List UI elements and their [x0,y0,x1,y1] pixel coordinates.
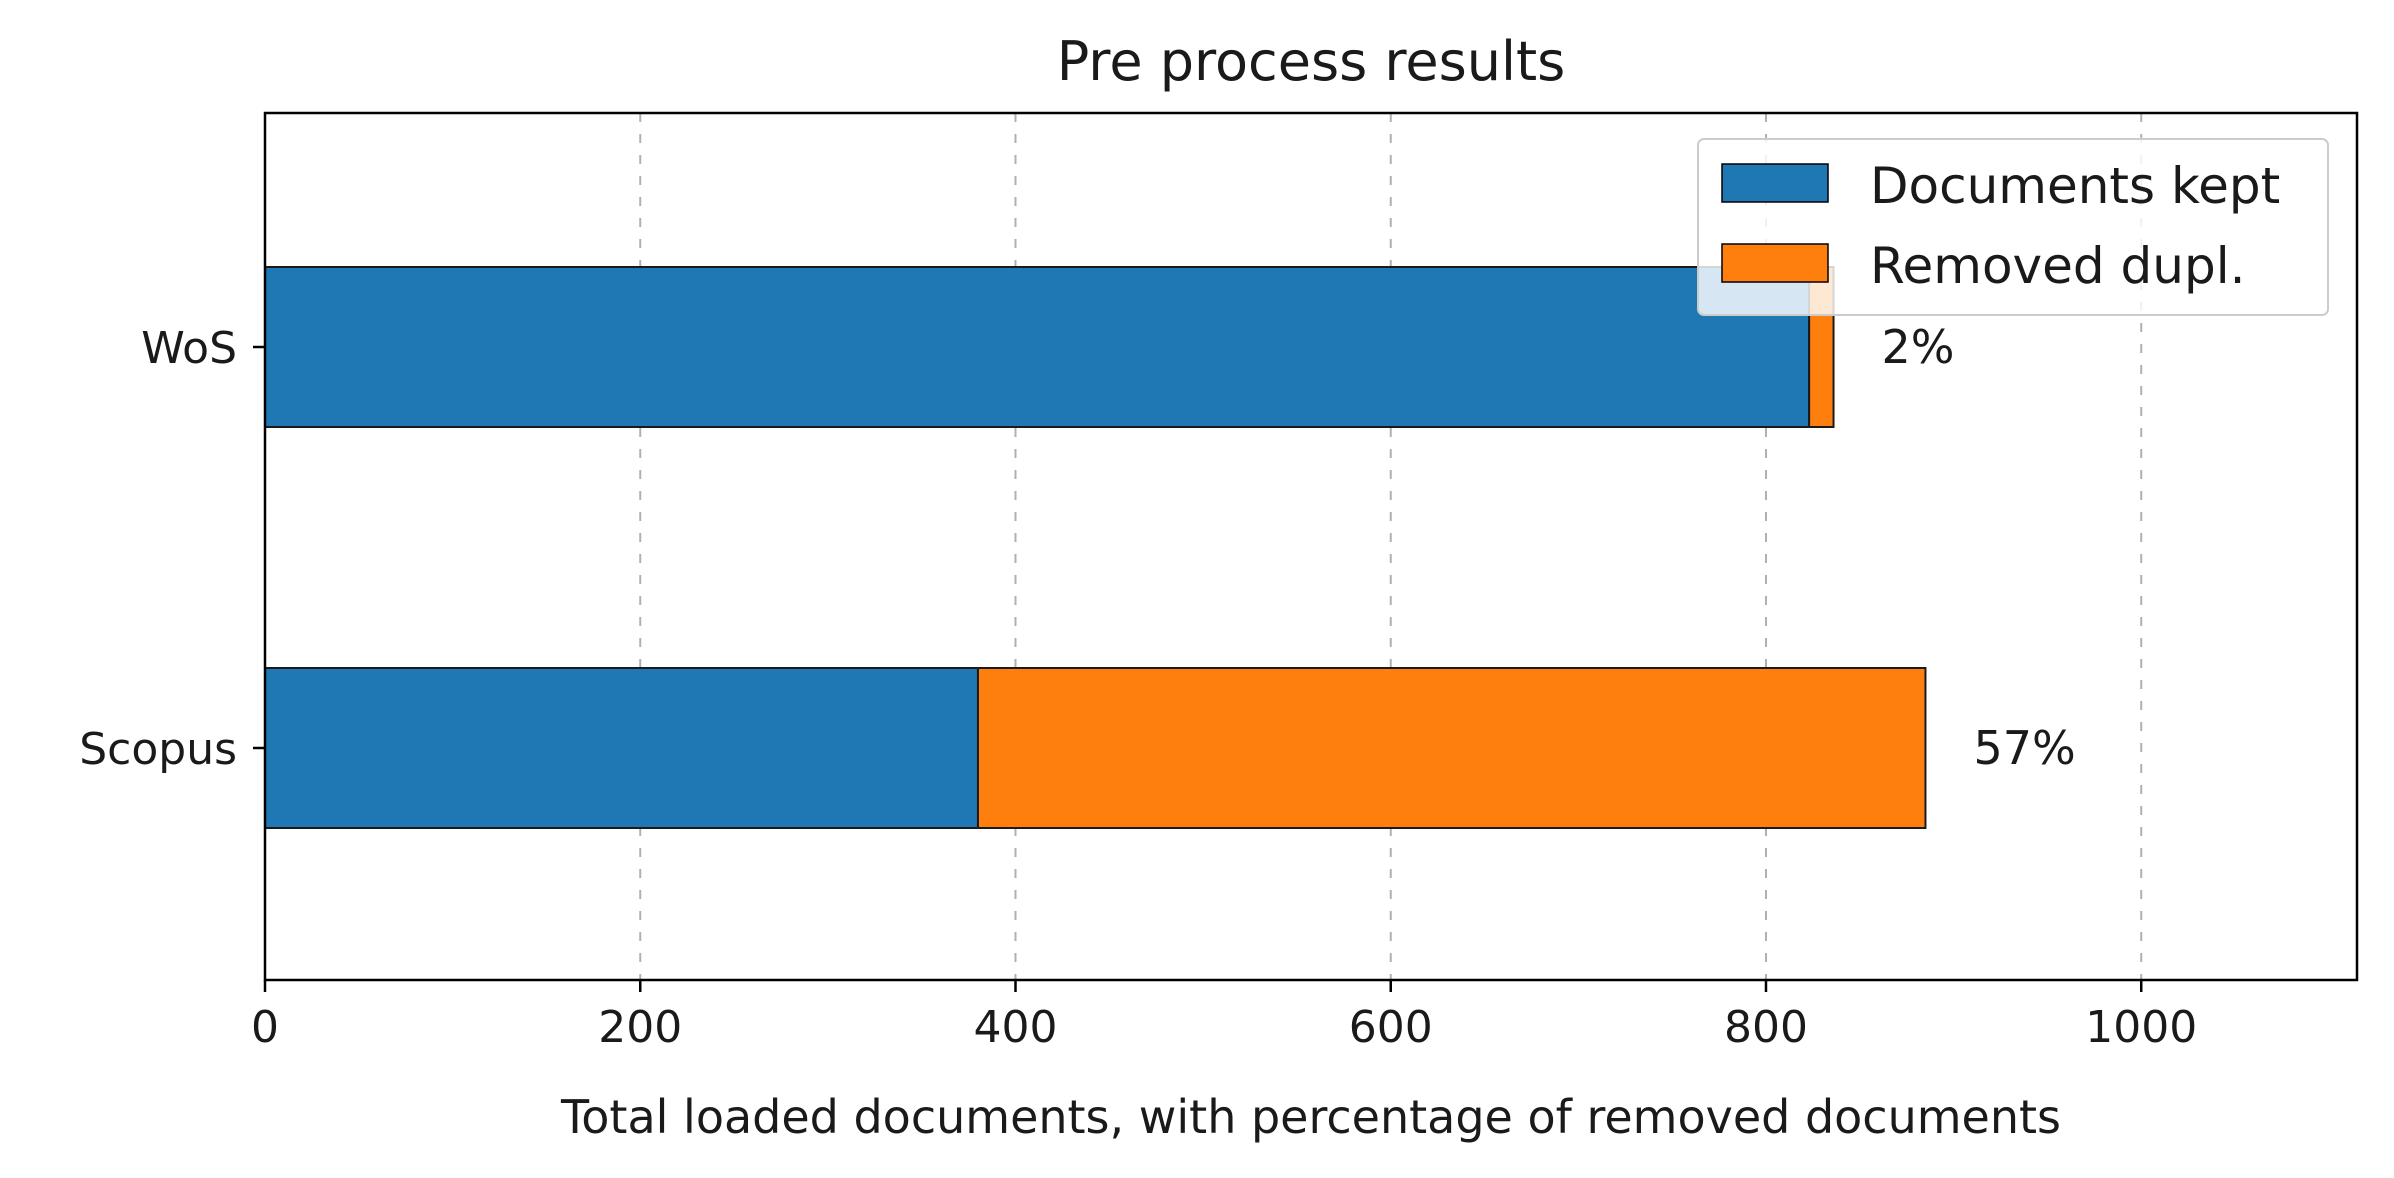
bar-scopus-documents-kept [264,667,979,829]
legend: Documents kept Removed dupl. [1697,138,2329,316]
data-label-wos: 2% [1882,320,1955,374]
labels-layer: 2% 57% [1882,320,2076,775]
data-label-scopus: 57% [1973,721,2075,775]
y-tick-label-scopus: Scopus [79,724,237,775]
bar-wos-documents-kept [264,266,1811,428]
x-axis-label: Total loaded documents, with percentage … [560,1090,2061,1144]
legend-label-removed-dupl: Removed dupl. [1870,237,2246,295]
x-tick-label-0: 0 [251,1002,279,1053]
ticks-layer: 0 200 400 600 800 1000 WoS Scopus [79,323,2197,1053]
x-tick-label-200: 200 [598,1002,682,1053]
grid-layer [639,113,2143,980]
bar-scopus-removed-dupl [976,667,1927,829]
plot-frame [263,111,2359,982]
legend-label-documents-kept: Documents kept [1870,157,2280,215]
x-tick-label-400: 400 [974,1002,1058,1053]
legend-swatch-documents-kept [1721,163,1829,203]
bars-layer [264,266,1927,829]
legend-swatch-removed-dupl [1721,243,1829,283]
x-tick-label-600: 600 [1349,1002,1433,1053]
legend-box [1697,138,2329,316]
x-tick-label-1000: 1000 [2085,1002,2197,1053]
chart-title: Pre process results [1057,30,1566,93]
x-tick-label-800: 800 [1724,1002,1808,1053]
y-tick-label-wos: WoS [141,323,237,374]
